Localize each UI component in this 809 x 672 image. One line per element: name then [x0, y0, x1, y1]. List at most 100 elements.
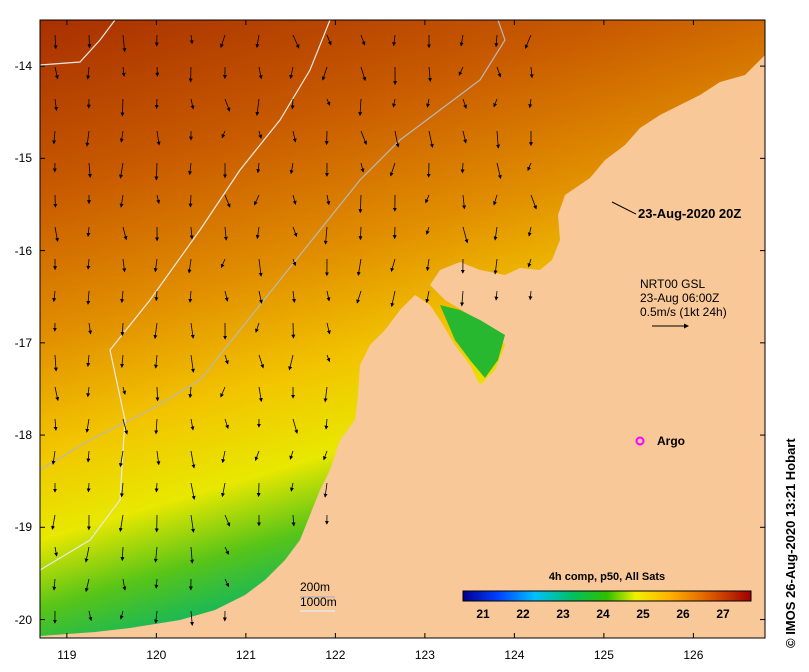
current-vector — [493, 226, 498, 241]
current-vector — [256, 162, 261, 174]
current-vector — [323, 482, 328, 498]
current-vector — [154, 354, 159, 369]
current-vector — [459, 34, 464, 47]
current-vector — [356, 258, 362, 276]
current-vector — [52, 130, 57, 145]
bay-warm-water — [440, 305, 505, 378]
colorbar-tick-label: 21 — [476, 607, 490, 621]
current-vector — [190, 418, 195, 431]
current-vector — [54, 386, 60, 402]
current-vector — [190, 354, 195, 373]
current-vector — [255, 226, 260, 240]
colorbar-tick-label: 24 — [596, 607, 610, 621]
current-vector — [290, 482, 294, 492]
current-vector — [292, 226, 298, 238]
current-vector — [462, 226, 469, 244]
current-vector — [122, 34, 127, 53]
y-tick-label: -15 — [14, 151, 32, 166]
current-vector — [360, 66, 367, 82]
current-vector — [220, 258, 226, 269]
current-vector — [326, 290, 331, 302]
current-vector — [190, 322, 195, 339]
current-vector — [258, 386, 263, 403]
current-vector — [425, 290, 430, 304]
current-vector — [258, 354, 265, 369]
current-vector — [292, 418, 299, 434]
x-tick-label: 122 — [325, 648, 346, 662]
timestamp-pointer — [611, 201, 637, 215]
current-vector — [392, 34, 397, 47]
current-vector — [323, 386, 328, 403]
current-vector — [462, 194, 467, 210]
current-vector — [392, 98, 396, 108]
contour-1000m — [39, 19, 331, 571]
current-vector — [389, 162, 396, 177]
current-vector — [224, 546, 229, 555]
current-vector — [496, 66, 502, 78]
current-info-line3: 0.5m/s (1kt 24h) — [640, 305, 727, 319]
current-vector — [255, 34, 260, 48]
current-info-line2: 23-Aug 06:00Z — [640, 291, 720, 305]
current-vector — [122, 578, 127, 591]
current-vector — [292, 194, 297, 205]
current-vector — [394, 130, 400, 148]
current-vectors — [51, 34, 537, 626]
current-vector — [360, 130, 367, 145]
current-vector — [156, 450, 161, 466]
current-vector — [121, 66, 126, 77]
current-vector — [120, 354, 125, 368]
colorbar-tick-label: 25 — [636, 607, 650, 621]
current-vector — [188, 162, 193, 176]
x-tick-label: 119 — [57, 648, 77, 662]
current-vector — [223, 226, 228, 241]
current-vector — [326, 322, 331, 335]
current-vector — [52, 290, 57, 303]
current-vector — [86, 386, 91, 398]
current-vector — [156, 130, 161, 146]
current-vector — [190, 546, 195, 564]
x-tick-label: 126 — [683, 648, 704, 662]
current-vector — [425, 226, 430, 235]
current-vector — [119, 162, 124, 179]
current-vector — [358, 98, 363, 117]
contour-shelf — [39, 19, 116, 66]
current-vector — [292, 258, 297, 267]
current-vector — [496, 130, 501, 149]
current-vector — [51, 450, 56, 465]
current-vector — [529, 66, 534, 79]
current-vector — [224, 514, 231, 527]
colorbar-tick-label: 27 — [716, 607, 730, 621]
y-tick-label: -18 — [14, 428, 32, 443]
current-vector — [190, 610, 194, 626]
current-vector — [224, 290, 229, 302]
current-vector — [360, 34, 366, 46]
current-vector — [54, 66, 59, 80]
current-vector — [190, 514, 196, 533]
colorbar-tick-label: 26 — [676, 607, 690, 621]
plot-area — [39, 19, 765, 638]
x-tick-label: 124 — [504, 648, 525, 662]
current-vector — [84, 546, 90, 563]
current-vector — [188, 290, 193, 303]
argo-marker — [635, 436, 645, 446]
current-vector — [323, 450, 328, 461]
current-vector — [224, 354, 229, 365]
current-vector — [154, 162, 159, 181]
current-vector — [88, 322, 93, 335]
current-vector — [53, 418, 58, 431]
current-vector — [84, 578, 90, 593]
current-vector — [190, 450, 196, 469]
current-vector — [224, 98, 231, 112]
current-vector — [120, 98, 125, 117]
legend-1000m-label: 1000m — [300, 595, 337, 609]
current-vector — [119, 482, 124, 498]
current-vector — [87, 34, 92, 49]
current-vector — [120, 290, 125, 304]
current-vector — [155, 386, 160, 402]
current-vector — [524, 34, 532, 49]
current-vector — [292, 34, 300, 49]
current-vector — [118, 514, 124, 532]
current-vector — [154, 290, 159, 302]
current-vector — [119, 130, 124, 143]
current-vector — [258, 130, 263, 139]
